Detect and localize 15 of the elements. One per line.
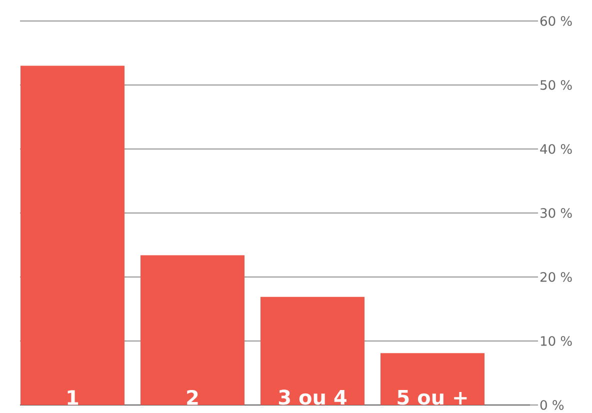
x-tick-label: 5 ou + [398,390,467,405]
bar [260,296,365,405]
bar [20,66,125,405]
x-tick-label: 1 [68,390,78,405]
x-tick-label: 2 [187,390,198,405]
x-tick-label: 3 ou 4 [278,390,346,405]
y-tick-label: 30 % [540,208,572,218]
bar [140,255,245,405]
y-tick-label: 50 % [540,80,572,90]
y-tick-label: 10 % [540,336,572,346]
y-tick-label: 0 % [540,400,564,410]
y-tick-label: 60 % [540,16,572,26]
y-tick-label: 40 % [540,144,572,154]
bar [380,353,485,405]
y-tick-label: 20 % [540,272,572,282]
